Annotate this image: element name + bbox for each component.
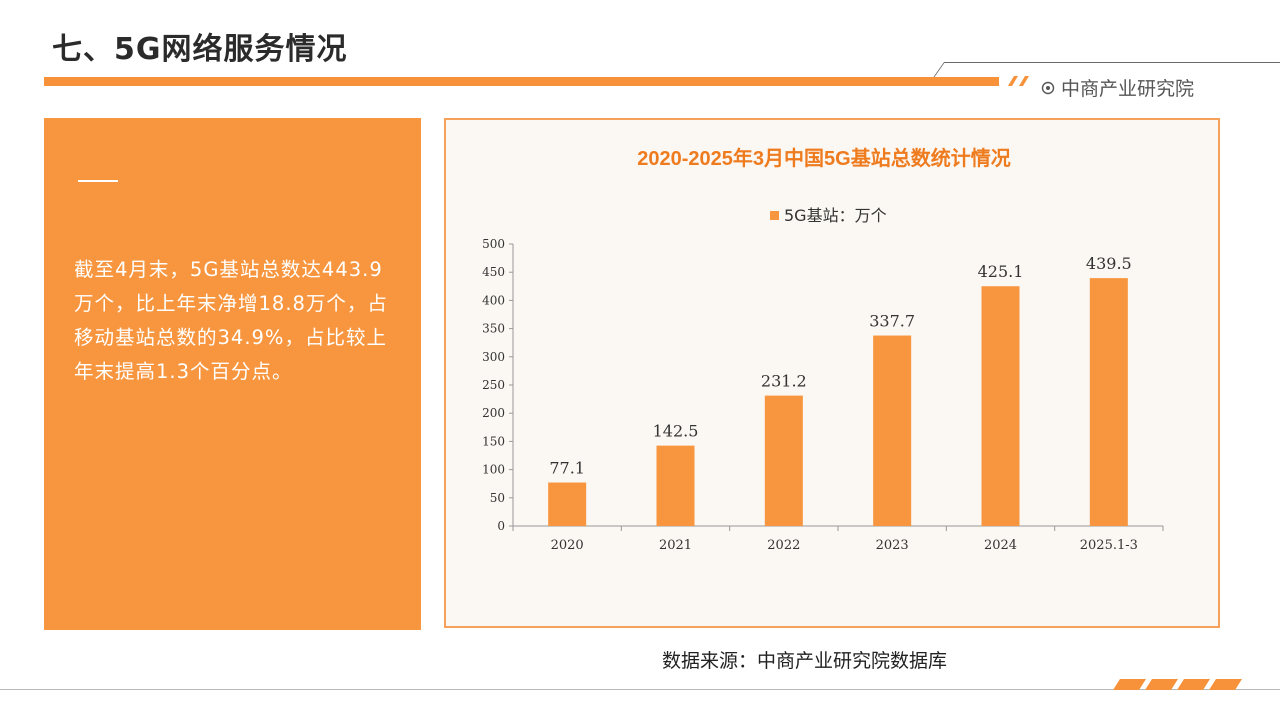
bar bbox=[873, 335, 912, 526]
y-tick-label: 50 bbox=[490, 491, 505, 505]
y-tick-label: 450 bbox=[482, 265, 505, 279]
data-label: 142.5 bbox=[653, 422, 699, 441]
legend-swatch bbox=[770, 211, 779, 220]
chart-title: 2020-2025年3月中国5G基站总数统计情况 bbox=[637, 146, 1010, 170]
y-tick-label: 250 bbox=[482, 378, 505, 392]
bar bbox=[764, 395, 803, 526]
y-tick-label: 350 bbox=[482, 322, 505, 336]
data-label: 439.5 bbox=[1086, 254, 1132, 273]
y-tick-label: 300 bbox=[482, 350, 505, 364]
y-tick-label: 500 bbox=[482, 237, 505, 251]
brand-name: 中商产业研究院 bbox=[1061, 78, 1195, 100]
target-circle-icon bbox=[1041, 81, 1055, 94]
bar bbox=[981, 286, 1020, 526]
header-divider-line bbox=[944, 62, 1280, 63]
footer-stripes bbox=[1113, 679, 1242, 690]
bars: 77.1 142.5 231.2 337.7 425.1 439.5 bbox=[548, 254, 1132, 526]
y-ticks: 0 50 100 150 200 250 300 350 400 450 500 bbox=[482, 237, 513, 533]
panel-rule bbox=[78, 180, 118, 182]
chart-legend: 5G基站：万个 bbox=[770, 206, 887, 225]
bar bbox=[656, 445, 695, 526]
y-tick-label: 200 bbox=[482, 406, 505, 420]
x-tick-label: 2020 bbox=[551, 538, 584, 553]
header-stripes bbox=[1008, 76, 1029, 86]
y-tick-label: 100 bbox=[482, 463, 505, 477]
header-divider-slash bbox=[932, 62, 945, 78]
data-source: 数据来源：中商产业研究院数据库 bbox=[662, 650, 948, 672]
brand: 中商产业研究院 bbox=[1041, 74, 1194, 101]
x-tick-label: 2025.1-3 bbox=[1080, 538, 1138, 553]
header-accent-bar bbox=[44, 77, 999, 86]
bar bbox=[548, 482, 587, 526]
y-tick-label: 400 bbox=[482, 293, 505, 307]
bar bbox=[1089, 278, 1128, 526]
summary-panel: 截至4月末，5G基站总数达443.9万个，比上年末净增18.8万个，占移动基站总… bbox=[44, 118, 421, 630]
bar-chart: 2020-2025年3月中国5G基站总数统计情况 5G基站：万个 0 50 100 1… bbox=[482, 146, 1164, 553]
data-label: 231.2 bbox=[761, 372, 807, 391]
y-tick-label: 0 bbox=[497, 519, 505, 533]
footer-line bbox=[0, 689, 1280, 690]
page-title: 七、5G网络服务情况 bbox=[52, 32, 348, 67]
y-tick-label: 150 bbox=[482, 434, 505, 448]
x-tick-label: 2022 bbox=[767, 538, 800, 553]
data-label: 425.1 bbox=[978, 262, 1024, 281]
x-tick-label: 2021 bbox=[659, 538, 692, 553]
chart-frame: 2020-2025年3月中国5G基站总数统计情况 5G基站：万个 0 50 100 1… bbox=[444, 118, 1220, 628]
legend-label: 5G基站：万个 bbox=[784, 206, 887, 225]
data-label: 77.1 bbox=[549, 459, 585, 478]
x-tick-label: 2023 bbox=[876, 538, 909, 553]
data-label: 337.7 bbox=[869, 312, 915, 331]
summary-text: 截至4月末，5G基站总数达443.9万个，比上年末净增18.8万个，占移动基站总… bbox=[74, 258, 388, 383]
x-tick-label: 2024 bbox=[984, 538, 1017, 553]
x-ticks: 2020 2021 2022 2023 2024 2025.1-3 bbox=[512, 526, 1164, 553]
